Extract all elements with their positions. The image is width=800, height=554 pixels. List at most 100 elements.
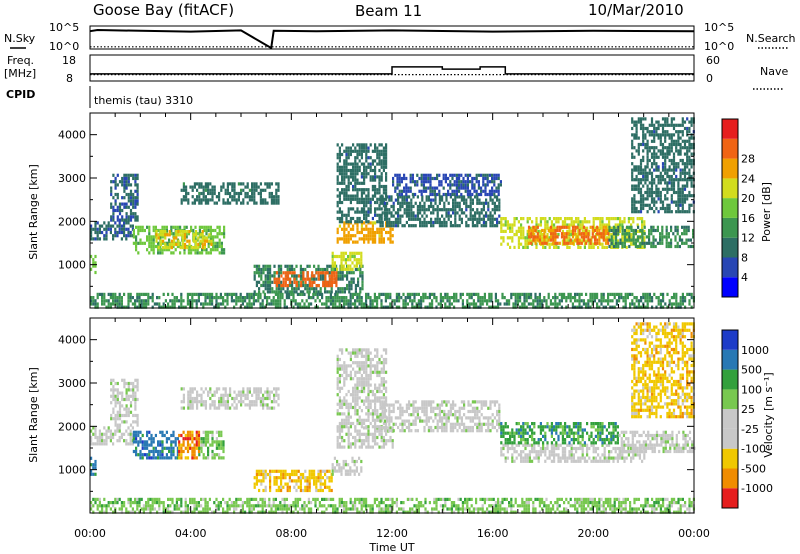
power-cells-cell-14 [602, 238, 605, 242]
power-cells-cell-1 [105, 224, 108, 228]
power-cells-cell-6 [295, 264, 298, 268]
power-cells-cell-13 [535, 217, 538, 221]
power-cells-cell-7 [284, 271, 287, 275]
power-cells-cell-17 [384, 299, 387, 303]
power-cells-cell-0 [94, 264, 97, 268]
power-cells-cell-17 [277, 296, 280, 300]
power-cells-cell-11 [401, 201, 404, 205]
power-cells-cell-8 [344, 267, 347, 271]
power-cells-cell-10 [374, 191, 377, 195]
power-cells-cell-17 [358, 296, 361, 300]
velocity-cell-6 [251, 400, 254, 404]
velocity-cell-6 [242, 400, 245, 404]
power-cells-cell-14 [545, 241, 548, 245]
power-cells-cell-16 [657, 165, 660, 169]
velocity-cell-5 [213, 440, 216, 444]
power-cells-cell-9 [358, 230, 361, 235]
power-cells-cell-16 [679, 149, 682, 153]
power-cells-cell-16 [650, 155, 654, 159]
power-cells-cell-10 [365, 172, 368, 176]
velocity-cell-4 [180, 449, 183, 454]
power-cells-cell-8 [331, 258, 334, 262]
power-cells-cell-17 [349, 302, 352, 306]
power-cells-cell-10 [338, 149, 341, 153]
power-cells-cell-6 [266, 280, 269, 284]
power-cells-cell-12 [458, 173, 461, 177]
power-cells-cell-11 [463, 195, 466, 199]
power-cells-cell-9 [345, 234, 348, 238]
power-cells-cell-17 [420, 299, 423, 303]
power-cells-cell-10 [336, 162, 339, 166]
power-cells-cell-17 [525, 296, 528, 300]
power-cells-cell-6 [346, 283, 349, 288]
power-cells-cell-11 [480, 211, 483, 215]
power-cells-cell-14 [602, 225, 605, 229]
power-cells-cell-16 [688, 142, 691, 147]
power-cells-cell-15 [615, 235, 618, 239]
power-cells-cell-17 [246, 296, 249, 300]
power-cells-cell-16 [657, 133, 660, 137]
power-cells-cell-16 [675, 130, 678, 134]
power-cells-cell-2 [132, 196, 135, 200]
power-cells-cell-9 [363, 221, 366, 225]
power-cells-cell-5 [204, 188, 207, 192]
power-cells-cell-15 [623, 235, 626, 239]
power-cells-cell-17 [354, 302, 357, 306]
power-cells-cell-16 [646, 165, 649, 169]
power-cells-cell-15 [689, 238, 692, 242]
power-cells-cell-10 [356, 168, 359, 173]
power-cells-cell-5 [246, 195, 249, 199]
power-cells-cell-12 [473, 183, 476, 187]
velocity-cell-2 [118, 410, 122, 414]
power-cells-cell-13 [520, 233, 523, 237]
power-cells-cell-17 [534, 299, 537, 303]
velocity-cell-6 [182, 400, 185, 404]
power-cells-cell-17 [534, 292, 537, 296]
velocity-cell-1 [118, 426, 121, 430]
velocity-cell-6 [262, 403, 265, 407]
power-cells-cell-6 [253, 274, 256, 278]
power-cells-cell-11 [454, 211, 457, 215]
power-cells-cell-6 [266, 264, 269, 268]
power-cells-cell-16 [637, 152, 640, 156]
power-cells-cell-16 [679, 142, 682, 147]
power-cells-cell-16 [655, 174, 658, 179]
power-cells-cell-17 [600, 296, 603, 300]
power-cells-cell-13 [601, 217, 604, 221]
power-cells-cell-17 [114, 299, 117, 303]
power-cells-cell-4 [195, 233, 198, 237]
power-cells-cell-17 [202, 302, 205, 306]
power-cells-cell-15 [685, 241, 688, 245]
power-cells-cell-17 [285, 292, 288, 296]
velocity-cell-2 [112, 410, 115, 414]
velocity-cell-6 [193, 387, 196, 391]
power-cells-cell-9 [391, 227, 394, 231]
power-cells-cell-6 [302, 283, 305, 288]
power-cells-cell-17 [560, 296, 563, 300]
power-cells-cell-17 [307, 302, 310, 306]
power-cells-cell-17 [569, 296, 572, 300]
velocity-cell-5 [200, 449, 203, 454]
power-cells-cell-17 [578, 299, 581, 303]
power-cells-cell-17 [488, 296, 491, 300]
power-cells-cell-17 [142, 292, 145, 296]
velocity-cell-6 [222, 403, 225, 407]
velocity-cell-2 [125, 388, 128, 392]
power-cells-cell-12 [477, 180, 480, 184]
power-cells-cell-5 [198, 195, 201, 199]
power-cells-cell-6 [264, 283, 267, 288]
power-cells-cell-5 [187, 201, 190, 205]
power-cells-cell-14 [538, 241, 542, 245]
power-cells-cell-6 [297, 283, 300, 288]
power-cells-cell-16 [642, 203, 645, 207]
power-cells-cell-17 [367, 296, 370, 300]
power-cells-cell-13 [581, 226, 584, 230]
power-cells-cell-11 [405, 195, 408, 199]
velocity-cell-2 [114, 397, 117, 402]
velocity-cell-3 [172, 449, 175, 454]
power-cells-cell-3 [187, 251, 190, 255]
power-cells-cell-17 [475, 292, 478, 296]
power-cells-cell-5 [200, 201, 203, 205]
power-cells-cell-17 [202, 305, 205, 309]
power-cells-cell-6 [280, 280, 283, 284]
